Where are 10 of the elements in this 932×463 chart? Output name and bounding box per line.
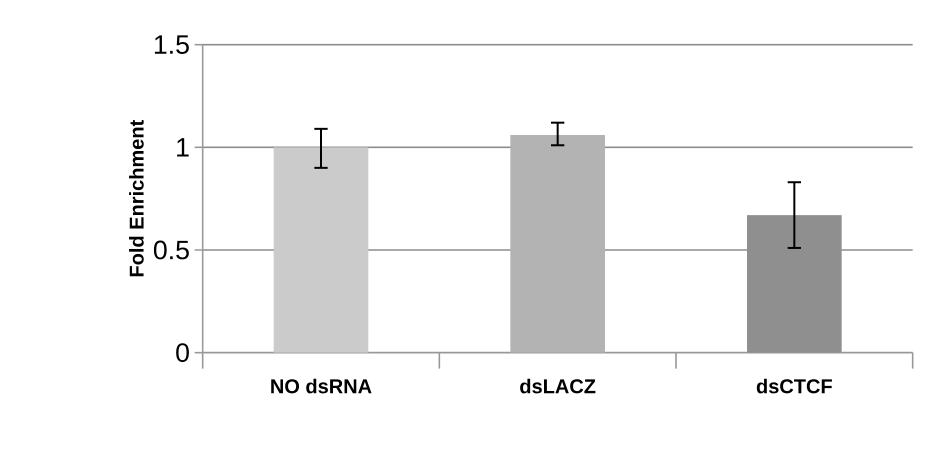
y-axis-title: Fold Enrichment (129, 120, 144, 276)
y-tick-label: 1 (177, 138, 189, 157)
y-tick-label: 1.5 (154, 36, 189, 54)
x-tick-label: NO dsRNA (271, 378, 372, 394)
x-tick-label: dsLACZ (520, 378, 596, 394)
y-tick-label: 0 (176, 343, 189, 362)
bar (510, 135, 605, 353)
y-tick-label: 0.5 (154, 240, 189, 260)
x-tick-label: dsCTCF (756, 378, 832, 394)
bar (274, 147, 368, 353)
